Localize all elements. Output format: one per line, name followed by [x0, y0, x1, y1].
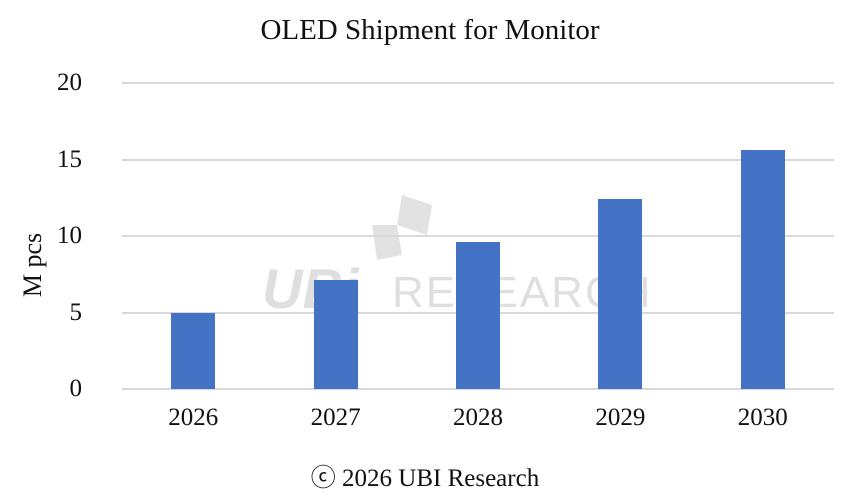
- bar-2029: [598, 199, 643, 389]
- x-tick-label: 2026: [168, 404, 219, 431]
- bar-2028: [456, 242, 500, 389]
- gridline: [122, 82, 834, 84]
- gridline: [122, 235, 834, 237]
- y-tick-label: 0: [69, 375, 83, 402]
- y-tick-label: 20: [57, 69, 82, 96]
- y-tick-label: 10: [57, 222, 82, 249]
- chart-title: OLED Shipment for Monitor: [260, 14, 600, 46]
- bar-2026: [171, 312, 216, 389]
- y-tick-label: 5: [69, 298, 83, 326]
- x-tick-label: 2028: [453, 404, 503, 431]
- gridline: [122, 158, 834, 161]
- y-tick-label: 15: [57, 145, 82, 173]
- gridline: [122, 388, 834, 390]
- bar-2030: [740, 150, 785, 389]
- x-tick-label: 2027: [310, 404, 361, 431]
- bar-2027: [313, 280, 358, 389]
- plot-area: 0 5 10 15 20: [57, 69, 834, 402]
- x-tick-label: 2029: [595, 404, 646, 431]
- copyright-footer: ⓒ 2026 UBI Research: [310, 465, 540, 492]
- x-tick-label: 2030: [737, 404, 788, 431]
